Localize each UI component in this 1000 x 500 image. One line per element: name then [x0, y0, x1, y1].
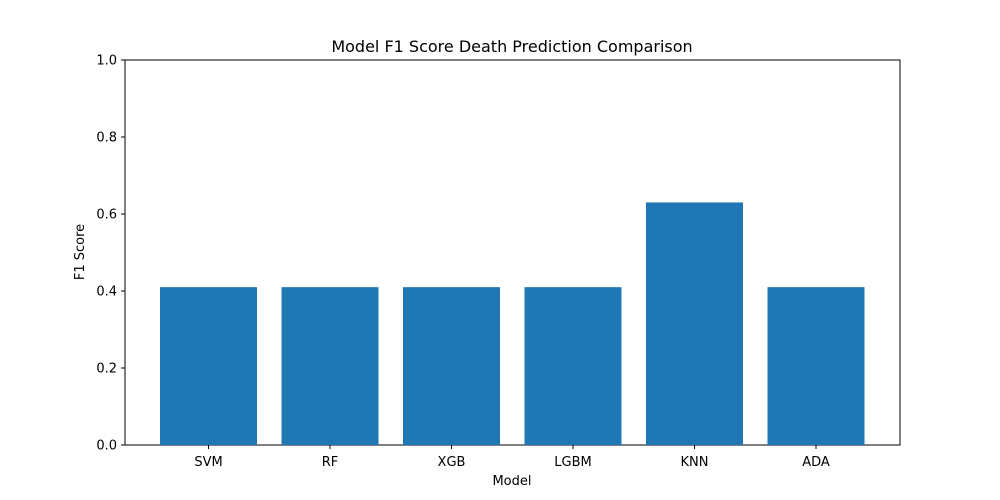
- x-tick-label: LGBM: [554, 455, 591, 470]
- x-axis-ticks: SVM RF XGB LGBM KNN ADA: [194, 445, 830, 470]
- bar-rf: [281, 287, 379, 445]
- x-tick-label: KNN: [681, 455, 709, 470]
- x-tick-label: RF: [322, 455, 339, 470]
- y-axis-label: F1 Score: [73, 224, 88, 280]
- bar-lgbm: [524, 287, 622, 445]
- y-tick-label: 0.4: [96, 285, 117, 300]
- y-axis-ticks: 0.0 0.2 0.4 0.6 0.8 1.0: [96, 54, 125, 454]
- chart-title: Model F1 Score Death Prediction Comparis…: [331, 37, 692, 56]
- y-tick-label: 0.6: [96, 208, 117, 223]
- x-axis-label: Model: [492, 474, 531, 489]
- bar-svm: [160, 287, 257, 445]
- bar-ada: [767, 287, 865, 445]
- x-tick-label: ADA: [802, 455, 830, 470]
- y-tick-label: 0.0: [96, 439, 117, 454]
- bars-group: [160, 202, 865, 445]
- y-tick-label: 0.8: [96, 131, 117, 146]
- plot-area-frame: [124, 59, 901, 446]
- x-tick-label: SVM: [194, 455, 222, 470]
- y-tick-label: 1.0: [96, 54, 117, 69]
- x-tick-label: XGB: [438, 455, 466, 470]
- bar-xgb: [403, 287, 500, 445]
- y-tick-label: 0.2: [96, 362, 117, 377]
- bar-knn: [646, 202, 743, 445]
